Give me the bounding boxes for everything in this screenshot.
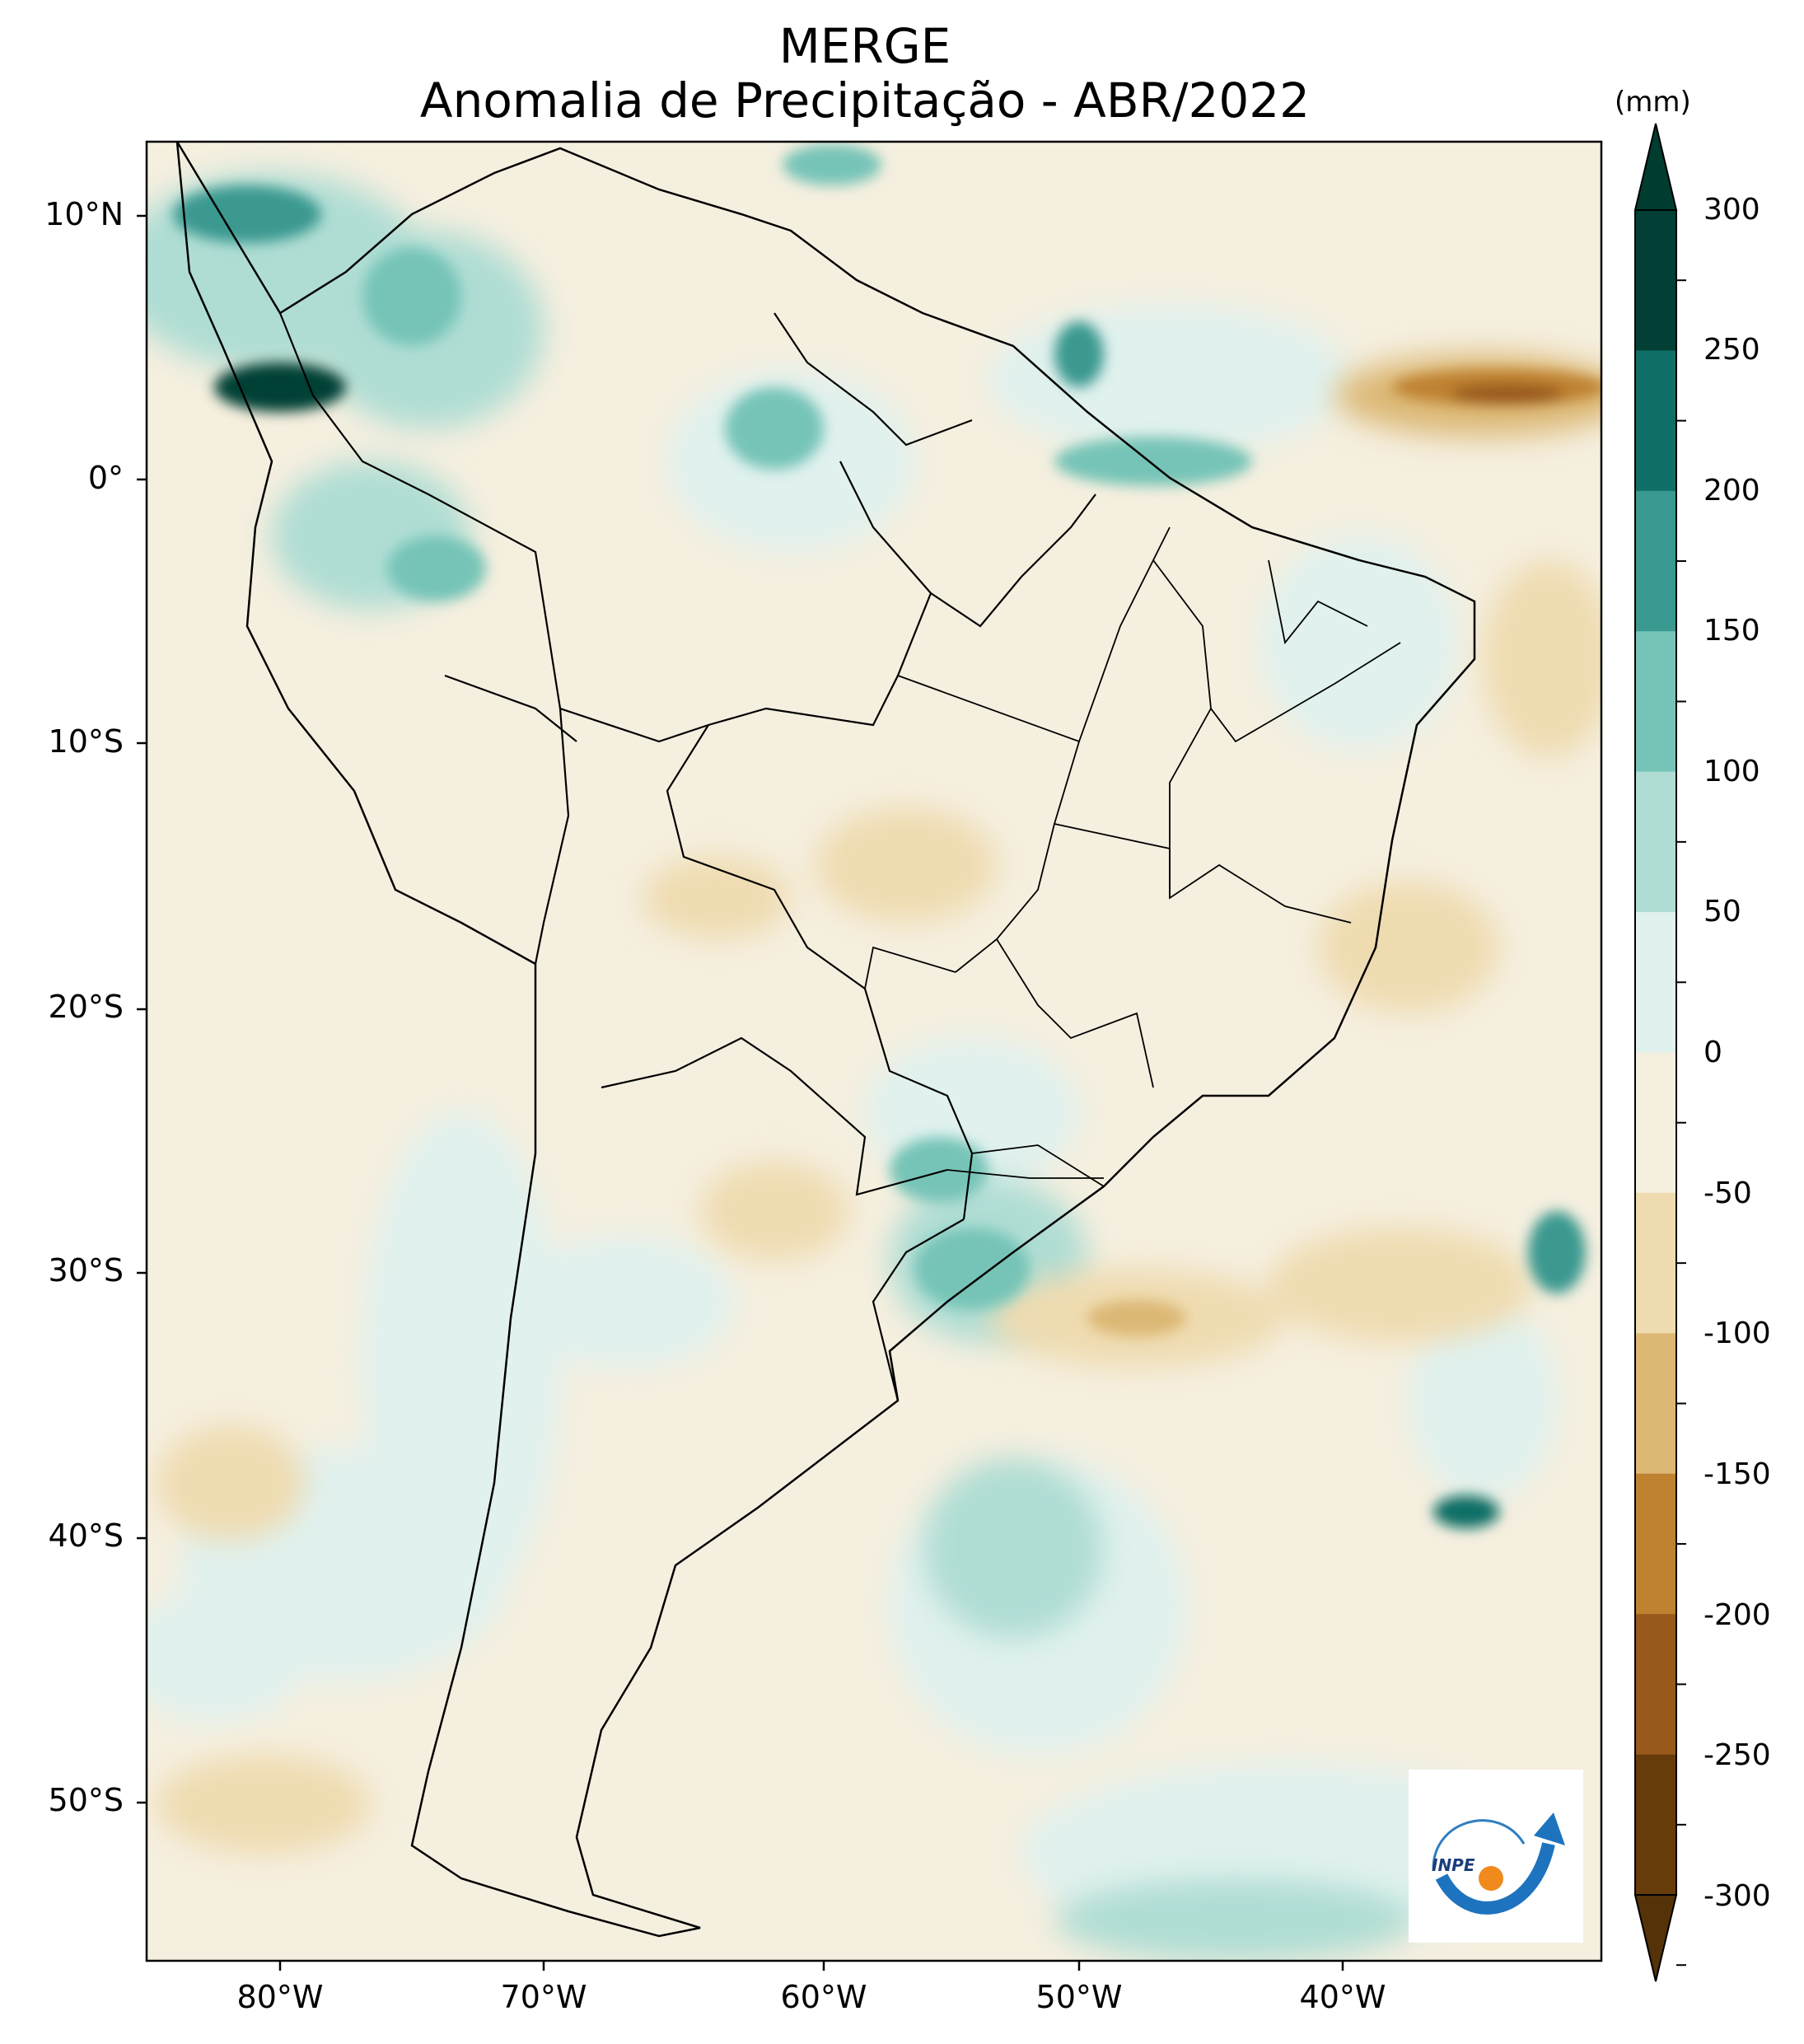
map-frame: [145, 140, 1603, 1962]
colorbar-tick-label: 300: [1704, 193, 1760, 227]
colorbar-segment: [1635, 350, 1676, 492]
colorbar-segment: [1635, 1473, 1676, 1615]
colorbar-tick-label: 0: [1704, 1036, 1722, 1069]
map-field: [147, 142, 1601, 1961]
lat-label-20s: 20°S: [48, 989, 124, 1025]
lat-label-30s: 30°S: [48, 1252, 124, 1289]
lat-label-0: 0°: [87, 460, 124, 496]
state-borders: [864, 526, 1401, 1187]
inpe-logo: INPE: [1409, 1770, 1583, 1943]
coastline: [175, 142, 1476, 1938]
colorbar-frame: [1634, 209, 1677, 1896]
country-borders: [278, 312, 1096, 1401]
colorbar-tick-label: -300: [1704, 1879, 1771, 1913]
colorbar-unit: (mm): [1615, 86, 1691, 119]
colorbar-segment: [1635, 1333, 1676, 1475]
colorbar-segment: [1635, 1754, 1676, 1896]
chart-subtitle: Anomalia de Precipitação - ABR/2022: [419, 72, 1311, 129]
lon-label-70w: 70°W: [500, 1979, 587, 2015]
lon-label-80w: 80°W: [236, 1979, 324, 2015]
colorbar-tick-label: -150: [1704, 1457, 1771, 1491]
colorbar-segment: [1635, 1052, 1676, 1194]
colorbar-segment: [1635, 490, 1676, 632]
colorbar-segment: [1635, 771, 1676, 913]
colorbar-tick-label: 100: [1704, 755, 1760, 788]
lon-label-40w: 40°W: [1299, 1979, 1386, 2015]
colorbar-tick-label: -50: [1704, 1176, 1752, 1210]
colorbar-extend-bottom: [1633, 1894, 1678, 1982]
lat-label-40s: 40°S: [48, 1518, 124, 1554]
colorbar-tick-label: -250: [1704, 1738, 1771, 1772]
lon-label-60w: 60°W: [780, 1979, 867, 2015]
colorbar-segment: [1635, 631, 1676, 773]
colorbar-tick-label: 150: [1704, 614, 1760, 648]
lat-label-50s: 50°S: [48, 1782, 124, 1818]
colorbar-segment: [1635, 210, 1676, 351]
colorbar-tick-label: 250: [1704, 333, 1760, 367]
inpe-logo-text: INPE: [1432, 1855, 1475, 1875]
colorbar-tick-label: -200: [1704, 1598, 1771, 1632]
lat-label-10n: 10°N: [44, 196, 124, 232]
colorbar-tick-label: 50: [1704, 895, 1741, 928]
lat-label-10s: 10°S: [48, 723, 124, 760]
colorbar-tick-label: -100: [1704, 1317, 1771, 1350]
colorbar: [1633, 123, 1686, 1982]
axis-ticks: [137, 214, 1344, 1971]
colorbar-extend-top: [1633, 123, 1678, 211]
colorbar-segment: [1635, 912, 1676, 1053]
chart-title: MERGE: [778, 18, 951, 74]
colorbar-tick-label: 200: [1704, 474, 1760, 507]
lon-label-50w: 50°W: [1035, 1979, 1123, 2015]
inpe-logo-icon: [1432, 1812, 1565, 1915]
colorbar-segment: [1635, 1614, 1676, 1756]
colorbar-segment: [1635, 1192, 1676, 1334]
anomaly-field-strong: [173, 144, 1601, 1528]
